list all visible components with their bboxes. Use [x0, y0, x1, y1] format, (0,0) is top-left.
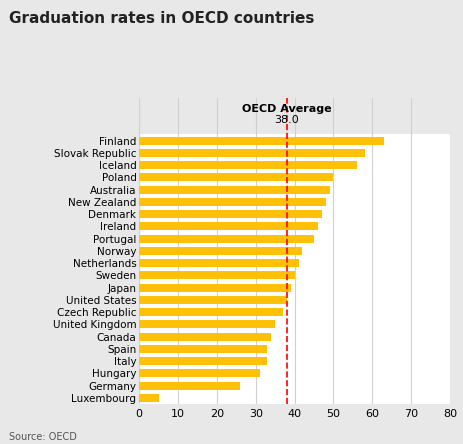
Bar	[139, 137, 383, 145]
Bar	[139, 196, 449, 208]
Bar	[139, 257, 449, 269]
Text: Source: OECD: Source: OECD	[9, 432, 77, 442]
Bar	[139, 210, 321, 218]
Bar	[139, 161, 356, 169]
Bar	[139, 392, 449, 404]
Bar	[139, 271, 294, 279]
Bar	[139, 343, 449, 355]
Bar	[139, 394, 158, 402]
Bar	[139, 198, 325, 206]
Text: 38.0: 38.0	[274, 115, 299, 125]
Bar	[139, 281, 449, 294]
Bar	[139, 159, 449, 171]
Bar	[139, 208, 449, 220]
Bar	[139, 306, 449, 318]
Bar	[139, 296, 286, 304]
Bar	[139, 269, 449, 281]
Bar	[139, 380, 449, 392]
Bar	[139, 330, 449, 343]
Bar	[139, 308, 282, 316]
Bar	[139, 369, 259, 377]
Bar	[139, 367, 449, 380]
Bar	[139, 234, 313, 242]
Bar	[139, 149, 364, 157]
Bar	[139, 222, 317, 230]
Text: Graduation rates in OECD countries: Graduation rates in OECD countries	[9, 11, 314, 26]
Bar	[139, 247, 302, 255]
Bar	[139, 333, 271, 341]
Bar	[139, 135, 449, 147]
Bar	[139, 186, 329, 194]
Text: OECD Average: OECD Average	[242, 103, 331, 114]
Bar	[139, 321, 275, 329]
Bar	[139, 318, 449, 330]
Bar	[139, 294, 449, 306]
Bar	[139, 147, 449, 159]
Bar	[139, 171, 449, 183]
Bar	[139, 382, 240, 390]
Bar	[139, 259, 298, 267]
Bar	[139, 355, 449, 367]
Bar	[139, 357, 267, 365]
Bar	[139, 233, 449, 245]
Bar	[139, 284, 290, 292]
Bar	[139, 345, 267, 353]
Bar	[139, 173, 333, 181]
Bar	[139, 220, 449, 233]
Bar	[139, 245, 449, 257]
Bar	[139, 183, 449, 196]
